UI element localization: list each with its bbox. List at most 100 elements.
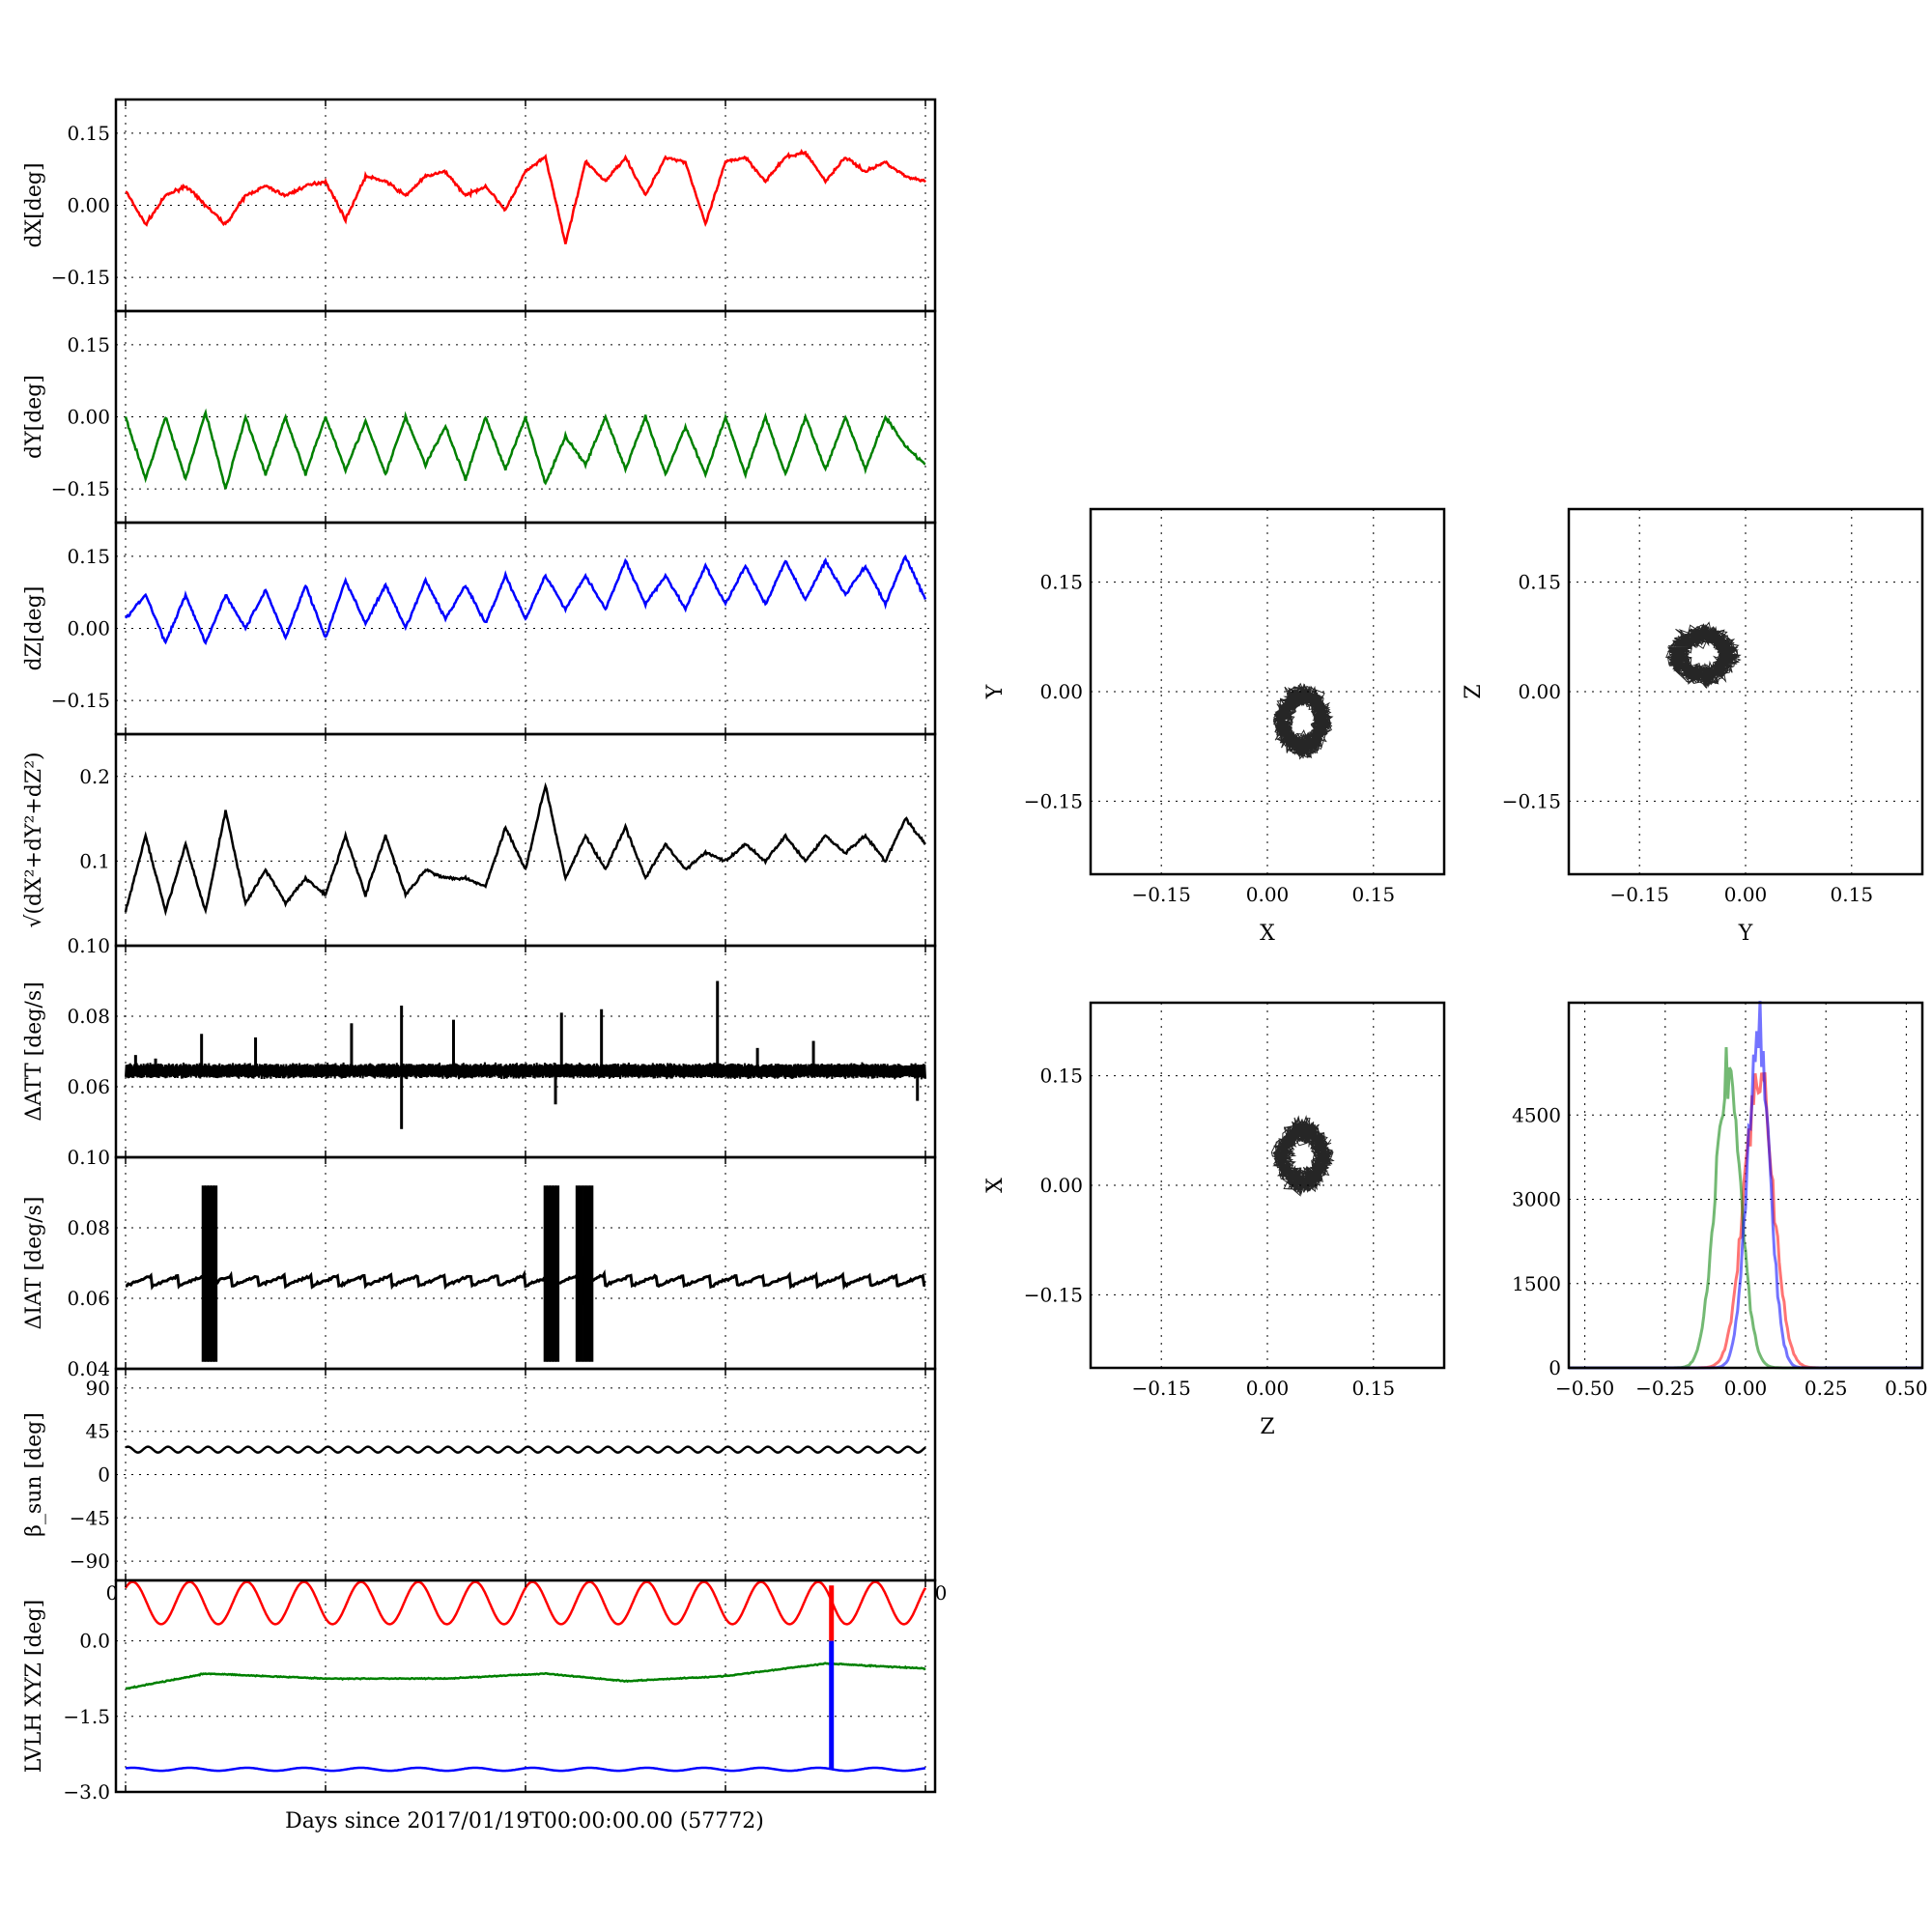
series-group: [124, 554, 927, 646]
y-tick-label-1: 1500: [1512, 1272, 1561, 1295]
scatter-trace: [1272, 682, 1334, 760]
x-tick-label-3: 0.25: [1804, 1377, 1848, 1400]
y-axis-label: ΔIAT [deg/s]: [22, 1197, 46, 1330]
y-tick-label-0: −0.15: [51, 477, 110, 500]
x-axis-label: X: [1260, 922, 1275, 946]
series-group: [125, 1445, 926, 1454]
y-tick-label-1: 0.08: [67, 1005, 110, 1028]
y-tick-label-0: 0.04: [67, 1357, 110, 1380]
x-axis-label: Z: [1260, 1415, 1274, 1439]
series-group: [124, 1580, 927, 1773]
x-tick-label-1: 0.00: [1246, 883, 1290, 906]
series-line-2: [125, 1766, 926, 1773]
x-tick-label-4: 0.50: [1885, 1377, 1928, 1400]
y-tick-label-3: 45: [86, 1420, 110, 1443]
burst-block-1: [545, 1256, 558, 1306]
y-tick-label-2: 0.15: [67, 333, 110, 356]
series-line-1: [125, 1662, 926, 1690]
y-tick-label-1: −45: [70, 1506, 110, 1529]
panel-dR: 0.1 0.2 √(dX²+dY²+dZ²): [22, 732, 937, 948]
panel-dY: −0.15 0.00 0.15 dY[deg]: [22, 309, 937, 525]
series-line-0: [124, 408, 926, 490]
x-tick-label-2: 0.00: [1724, 1377, 1768, 1400]
panel-dX: −0.15 0.00 0.15 dX[deg]: [22, 98, 937, 313]
scatter-panels: −0.15 −0.15 0.00 0.00 0.15 0.15 X Y −0.15 −0.15 0.…: [983, 507, 1924, 1439]
y-tick-label-4: 90: [86, 1377, 110, 1400]
burst-block-0: [203, 1256, 216, 1306]
series-line: [125, 1269, 926, 1291]
y-tick-label-1: 0.00: [1518, 680, 1561, 703]
y-tick-label-2: 0.15: [67, 545, 110, 568]
series-line-0: [125, 148, 926, 244]
panel-dATT: 0.06 0.08 0.10 ΔATT [deg/s]: [22, 934, 937, 1159]
series-line-0: [124, 781, 926, 917]
y-tick-label-0: −3.0: [63, 1780, 110, 1804]
y-axis-label: ΔATT [deg/s]: [22, 981, 46, 1121]
series-group: [124, 408, 926, 490]
common-x-axis-label: Days since 2017/01/19T00:00:00.00 (57772…: [285, 1809, 764, 1833]
axes-frame: [1567, 1001, 1924, 1370]
y-tick-label-0: −0.15: [1024, 789, 1083, 812]
panel-dIAT: 0.04 0.06 0.08 0.10 ΔIAT [deg/s]: [22, 1146, 937, 1380]
y-axis-label: dZ[deg]: [22, 586, 46, 671]
x-tick-label-1: 0.00: [1246, 1377, 1290, 1400]
y-tick-label-1: 0.00: [67, 194, 110, 217]
y-axis-label: Z: [1462, 684, 1486, 698]
axes-frame: [1089, 507, 1446, 876]
y-axis-label: X: [983, 1178, 1008, 1193]
y-tick-label-2: 0.15: [1518, 571, 1561, 594]
axes-frame: [1567, 507, 1924, 876]
x-tick-label-2: 0.15: [1352, 1377, 1396, 1400]
y-tick-label-3: 0.10: [67, 1146, 110, 1169]
series-line-0: [124, 1580, 927, 1626]
y-axis-label: LVLH XYZ [deg]: [22, 1600, 46, 1774]
x-tick-label-0: −0.15: [1132, 1377, 1191, 1400]
x-axis-label: Y: [1738, 922, 1753, 946]
x-tick-label-0: −0.15: [1610, 883, 1669, 906]
time-series-panels: −0.150.000.15dX[deg]−0.150.000.15dY[deg]…: [22, 98, 948, 1804]
x-tick-label-0: −0.15: [1132, 883, 1191, 906]
y-tick-label-2: 3000: [1512, 1188, 1561, 1211]
histogram-panel: −0.50 −0.25 0.00 0.25 0.50 0 1500 3000 4500: [1512, 1001, 1928, 1400]
x-tick-label-1: 0.00: [1724, 883, 1768, 906]
y-tick-label-0: −0.15: [51, 689, 110, 712]
y-tick-label-0: 0.06: [67, 1075, 110, 1098]
series-group: [125, 1185, 926, 1362]
y-axis-label: β_sun [deg]: [22, 1412, 46, 1537]
series-line-0: [125, 1445, 926, 1454]
y-tick-label-0: −0.15: [51, 266, 110, 289]
y-tick-label-2: 0.0: [79, 1630, 110, 1653]
x-tick-label-end: 0: [935, 1581, 948, 1605]
series-group: [124, 781, 926, 917]
y-tick-label-2: 0.15: [67, 122, 110, 145]
series-group: [125, 980, 926, 1129]
y-tick-label-0: −0.15: [1024, 1283, 1083, 1306]
y-tick-label-0: −90: [70, 1549, 110, 1573]
y-tick-label-1: 0.06: [67, 1287, 110, 1310]
y-tick-label-3: 4500: [1512, 1103, 1561, 1126]
scatter-trace: [1270, 1114, 1335, 1197]
y-tick-label-1: 0.00: [67, 406, 110, 429]
y-tick-label-2: 0.08: [67, 1216, 110, 1239]
panel-dZ: −0.15 0.00 0.15 dZ[deg]: [22, 521, 937, 736]
series-line-0: [124, 554, 927, 646]
y-tick-label-2: 0: [98, 1463, 110, 1487]
y-tick-label-2: 0.15: [1039, 1065, 1083, 1088]
y-axis-label: dY[deg]: [22, 375, 46, 459]
y-axis-label: √(dX²+dY²+dZ²): [22, 752, 46, 927]
y-axis-label: Y: [983, 684, 1008, 699]
y-tick-label-1: 0.00: [1039, 1174, 1083, 1197]
x-tick-label-0: −0.50: [1555, 1377, 1614, 1400]
scatter-panel-ZX: −0.15 −0.15 0.00 0.00 0.15 0.15 Z X: [983, 1001, 1446, 1439]
y-axis-label: dX[deg]: [22, 162, 46, 247]
y-tick-label-1: 0.00: [67, 617, 110, 640]
scatter-trace: [1665, 621, 1742, 690]
y-tick-label-1: 0.00: [1039, 680, 1083, 703]
axes-frame: [114, 1578, 937, 1794]
scatter-panel-YZ: −0.15 −0.15 0.00 0.00 0.15 0.15 Y Z: [1462, 507, 1924, 946]
x-tick-label-2: 0.15: [1831, 883, 1874, 906]
y-tick-label-0: −0.15: [1502, 789, 1561, 812]
y-tick-label-0: 0.1: [79, 849, 110, 872]
